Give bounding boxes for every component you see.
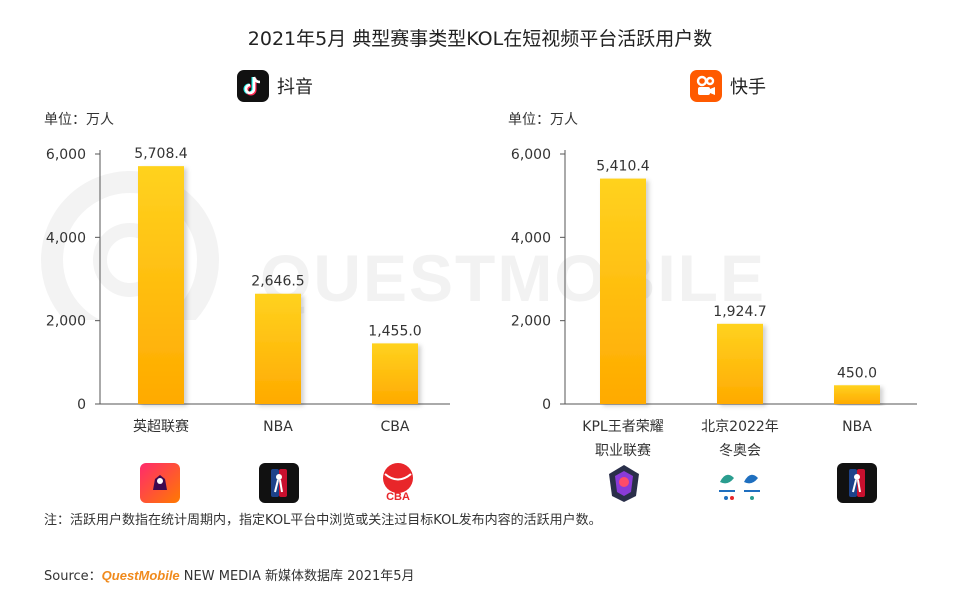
douyin-category-label: 英超联赛 [133,418,189,435]
watermark-text: QUESTMOBILE [260,241,767,315]
kuaishou-bar-value-label: 1,924.7 [713,304,766,320]
kuaishou-category-label-line: NBA [842,419,872,435]
douyin-header: 抖音 [237,70,313,102]
douyin-category-label-line: 英超联赛 [133,418,189,435]
douyin-category-label: CBA [381,419,410,435]
kuaishou-category-label-line: KPL王者荣耀 [582,419,663,435]
premier-league-logo [140,463,180,503]
douyin-bar-value-label: 5,708.4 [134,146,188,162]
footnote: 注：活跃用户数指在统计周期内，指定KOL平台中浏览或关注过目标KOL发布内容的活… [44,513,602,528]
douyin-y-tick-label: 4,000 [46,230,86,246]
douyin-y-tick-label: 6,000 [46,147,86,163]
kuaishou-bar [717,323,763,404]
douyin-icon [237,70,269,102]
cba-logo: CBA [377,461,419,503]
kuaishou-category-label-line: 北京2022年 [701,419,779,435]
kuaishou-unit-label: 单位：万人 [508,112,578,128]
kuaishou-y-tick-label: 6,000 [511,147,551,163]
kuaishou-bar-value-label: 450.0 [837,365,877,381]
kuaishou-label: 快手 [730,77,766,98]
douyin-y-tick-label: 0 [77,397,86,413]
source-brand: QuestMobile [101,568,180,583]
kuaishou-category-label: NBA [842,419,872,435]
nba-logo [259,463,299,503]
douyin-bar [138,166,184,404]
douyin-category-label-line: NBA [263,419,293,435]
kuaishou-y-tick-label: 4,000 [511,230,551,246]
kuaishou-category-label-line: 冬奥会 [719,442,761,459]
chart-title: 2021年5月 典型赛事类型KOL在短视频平台活跃用户数 [247,28,713,50]
douyin-category-label-line: CBA [381,419,410,435]
kuaishou-y-tick-label: 0 [542,397,551,413]
kuaishou-category-label: 北京2022年冬奥会 [701,419,779,459]
kuaishou-category-label-line: 职业联赛 [595,443,651,459]
kuaishou-bar [600,178,646,404]
douyin-bar-value-label: 2,646.5 [251,274,304,290]
douyin-bar [255,293,301,404]
kuaishou-y-tick-label: 2,000 [511,314,551,330]
nba-logo-kuaishou [837,463,877,503]
douyin-bar-value-label: 1,455.0 [368,323,421,339]
douyin-unit-label: 单位：万人 [44,112,114,128]
source-line: Source：QuestMobile NEW MEDIA 新媒体数据库 2021… [44,565,415,584]
kpl-logo [603,462,645,504]
svg-text:CBA: CBA [386,491,410,503]
douyin-label: 抖音 [277,77,313,98]
kuaishou-category-label: KPL王者荣耀职业联赛 [582,419,663,459]
source-prefix: Source： [44,569,102,584]
douyin-bar [372,343,418,404]
douyin-category-label: NBA [263,419,293,435]
kuaishou-bar-value-label: 5,410.4 [596,159,650,175]
source-rest: NEW MEDIA 新媒体数据库 2021年5月 [179,569,415,584]
kuaishou-bar [834,385,880,404]
kuaishou-header: 快手 [690,70,766,102]
kuaishou-icon [690,70,722,102]
douyin-y-tick-label: 2,000 [46,314,86,330]
beijing-2022-logo [714,464,766,504]
